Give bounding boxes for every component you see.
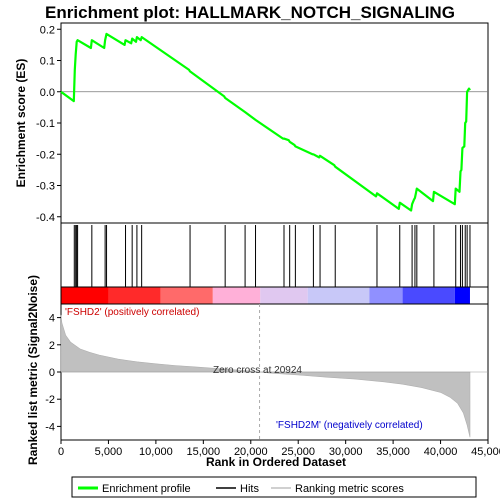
- chart-title: Enrichment plot: HALLMARK_NOTCH_SIGNALIN…: [45, 3, 455, 22]
- enrichment-profile-line: [60, 32, 471, 212]
- hit-markers: [73, 225, 471, 287]
- x-tick-label: 0: [58, 446, 64, 458]
- metric-y-tick-label: 4: [49, 313, 55, 325]
- es-y-tick-label: -0.2: [36, 149, 55, 161]
- es-y-axis-label: Enrichment score (ES): [14, 59, 28, 188]
- legend-enrichment-label: Enrichment profile: [102, 483, 191, 495]
- es-y-tick-label: -0.3: [36, 181, 55, 193]
- es-y-tick-label: 0.2: [40, 24, 55, 36]
- rank-color-segment: [369, 287, 403, 304]
- ranking-metric-shape: [60, 314, 471, 438]
- metric-y-axis-label: Ranked list metric (Signal2Noise): [26, 275, 40, 465]
- rank-color-segment: [108, 287, 161, 304]
- metric-y-tick-label: -2: [45, 394, 55, 406]
- x-tick-label: 15,000: [187, 446, 221, 458]
- rank-color-segment: [402, 287, 455, 304]
- zero-cross-label: Zero cross at 20924: [213, 365, 302, 376]
- legend-metric-label: Ranking metric scores: [295, 483, 404, 495]
- rank-color-segment: [454, 287, 470, 304]
- rank-color-bar: [60, 286, 489, 305]
- enrichment-profile-path: [60, 32, 471, 212]
- legend-frame: [71, 476, 477, 498]
- es-y-tick-label: -0.1: [36, 118, 55, 130]
- x-tick-label: 10,000: [139, 446, 173, 458]
- x-tick-label: 45,000: [471, 446, 500, 458]
- rank-color-bar-segments: [61, 287, 470, 304]
- x-tick-label: 30,000: [329, 446, 363, 458]
- rank-color-segment: [260, 287, 308, 304]
- es-panel: -0.4 -0.3 -0.2 -0.1 0.0 0.1 0.2: [36, 22, 489, 224]
- metric-y-tick-label: 2: [49, 340, 55, 352]
- x-axis: 0 5,000 10,000 15,000 20,000 25,000 30,000 35,0…: [58, 440, 500, 458]
- legend-hits-label: Hits: [240, 483, 259, 495]
- negative-correlation-label: 'FSHD2M' (negatively correlated): [276, 420, 423, 431]
- legend: Enrichment profile Hits Ranking metric s…: [71, 476, 477, 498]
- positive-correlation-label: 'FSHD2' (positively correlated): [65, 307, 199, 318]
- x-axis-label: Rank in Ordered Dataset: [206, 455, 346, 469]
- es-y-tick-label: 0.0: [40, 87, 55, 99]
- x-tick-label: 20,000: [234, 446, 268, 458]
- rank-color-segment: [212, 287, 261, 304]
- x-tick-label: 35,000: [376, 446, 410, 458]
- rank-color-segment: [307, 287, 370, 304]
- metric-zero-line: [61, 304, 488, 440]
- x-tick-label: 25,000: [281, 446, 315, 458]
- es-y-tick-label: 0.1: [40, 56, 55, 68]
- metric-y-axis: -4 -2 0 2 4: [45, 313, 61, 433]
- metric-y-tick-label: -4: [45, 421, 55, 433]
- rank-color-segment: [61, 287, 109, 304]
- ranking-metric-area: [60, 314, 471, 438]
- es-y-axis: -0.4 -0.3 -0.2 -0.1 0.0 0.1 0.2: [36, 24, 61, 224]
- hits-panel: [60, 222, 489, 288]
- x-tick-label: 40,000: [424, 446, 458, 458]
- metric-y-tick-label: 0: [49, 367, 55, 379]
- x-tick-label: 5,000: [95, 446, 123, 458]
- es-y-tick-label: -0.4: [36, 212, 55, 224]
- rank-color-segment: [160, 287, 213, 304]
